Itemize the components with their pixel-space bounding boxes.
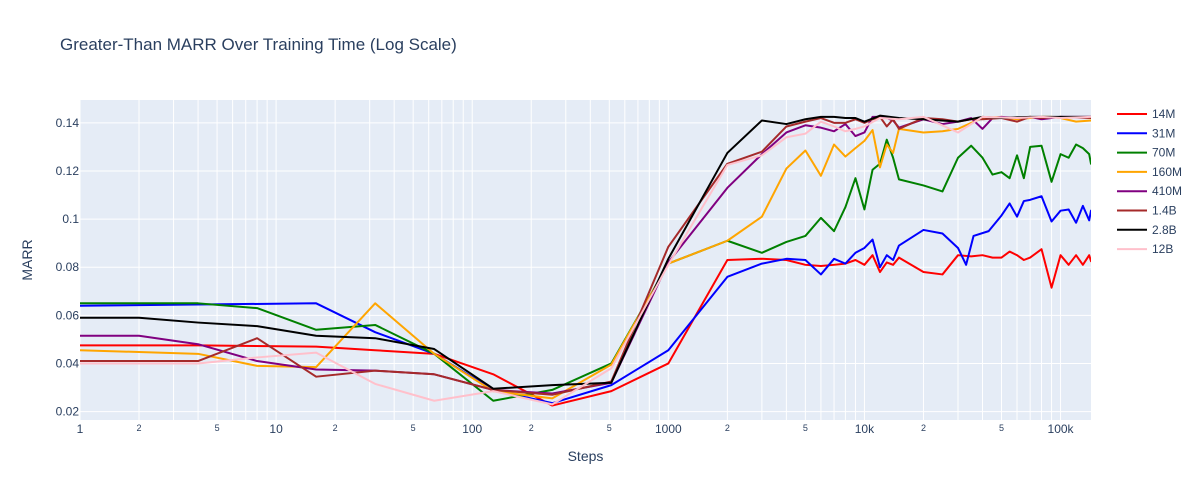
legend-item: 1.4B	[1117, 204, 1177, 218]
legend-item: 2.8B	[1117, 223, 1177, 237]
legend-label: 70M	[1152, 146, 1175, 160]
series-lines	[80, 114, 1091, 407]
legend-item: 160M	[1117, 165, 1182, 179]
x-tick-label: 100	[462, 422, 482, 436]
y-tick-label: 0.1	[62, 212, 79, 226]
legend-label: 1.4B	[1152, 204, 1177, 218]
x-minor-tick-label: 2	[921, 423, 926, 433]
x-minor-tick-label: 5	[803, 423, 808, 433]
legend-label: 12B	[1152, 242, 1173, 256]
x-minor-tick-label: 5	[607, 423, 612, 433]
legend-label: 160M	[1152, 165, 1182, 179]
y-tick-label: 0.08	[56, 260, 80, 274]
x-minor-tick-label: 2	[333, 423, 338, 433]
x-tick-label: 10k	[855, 422, 875, 436]
x-tick-label: 10	[269, 422, 283, 436]
x-minor-tick-label: 2	[137, 423, 142, 433]
legend-item: 410M	[1117, 184, 1182, 198]
x-minor-tick-label: 2	[725, 423, 730, 433]
x-tick-label: 100k	[1048, 422, 1075, 436]
y-tick-label: 0.12	[56, 164, 80, 178]
plot-area	[80, 100, 1091, 420]
series-line-70m	[80, 138, 1091, 402]
y-tick-label: 0.06	[56, 308, 80, 322]
series-line-1-4b	[80, 115, 1091, 396]
x-minor-tick-label: 2	[529, 423, 534, 433]
legend-label: 2.8B	[1152, 223, 1177, 237]
legend-item: 31M	[1117, 126, 1175, 140]
legend-item: 14M	[1117, 107, 1175, 121]
grid	[79, 100, 1091, 420]
x-minor-tick-label: 5	[411, 423, 416, 433]
legend-item: 70M	[1117, 146, 1175, 160]
y-axis-title: MARR	[19, 239, 35, 280]
y-tick-label: 0.02	[56, 405, 80, 419]
x-minor-tick-label: 5	[215, 423, 220, 433]
x-axis-title: Steps	[568, 448, 604, 464]
legend-label: 31M	[1152, 126, 1175, 140]
x-axis: 1 2 5 10 2 5 100 2 5 1000 2 5 10k 2 5 100k	[77, 422, 1075, 436]
y-tick-label: 0.04	[56, 356, 80, 370]
x-minor-tick-label: 5	[999, 423, 1004, 433]
chart-title: Greater-Than MARR Over Training Time (Lo…	[60, 35, 457, 54]
y-axis: 0.02 0.04 0.06 0.08 0.1 0.12 0.14	[56, 116, 80, 419]
legend: 14M 31M 70M 160M 410M 1.4B 2.8B 12B	[1117, 107, 1182, 256]
y-tick-label: 0.14	[56, 116, 80, 130]
legend-label: 410M	[1152, 184, 1182, 198]
series-line-14m	[80, 248, 1091, 407]
legend-item: 12B	[1117, 242, 1173, 256]
series-line-31m	[80, 195, 1091, 405]
series-line-12b	[80, 115, 1091, 406]
legend-label: 14M	[1152, 107, 1175, 121]
x-tick-label: 1	[77, 422, 84, 436]
x-tick-label: 1000	[655, 422, 682, 436]
series-line-2-8b	[80, 114, 1091, 390]
